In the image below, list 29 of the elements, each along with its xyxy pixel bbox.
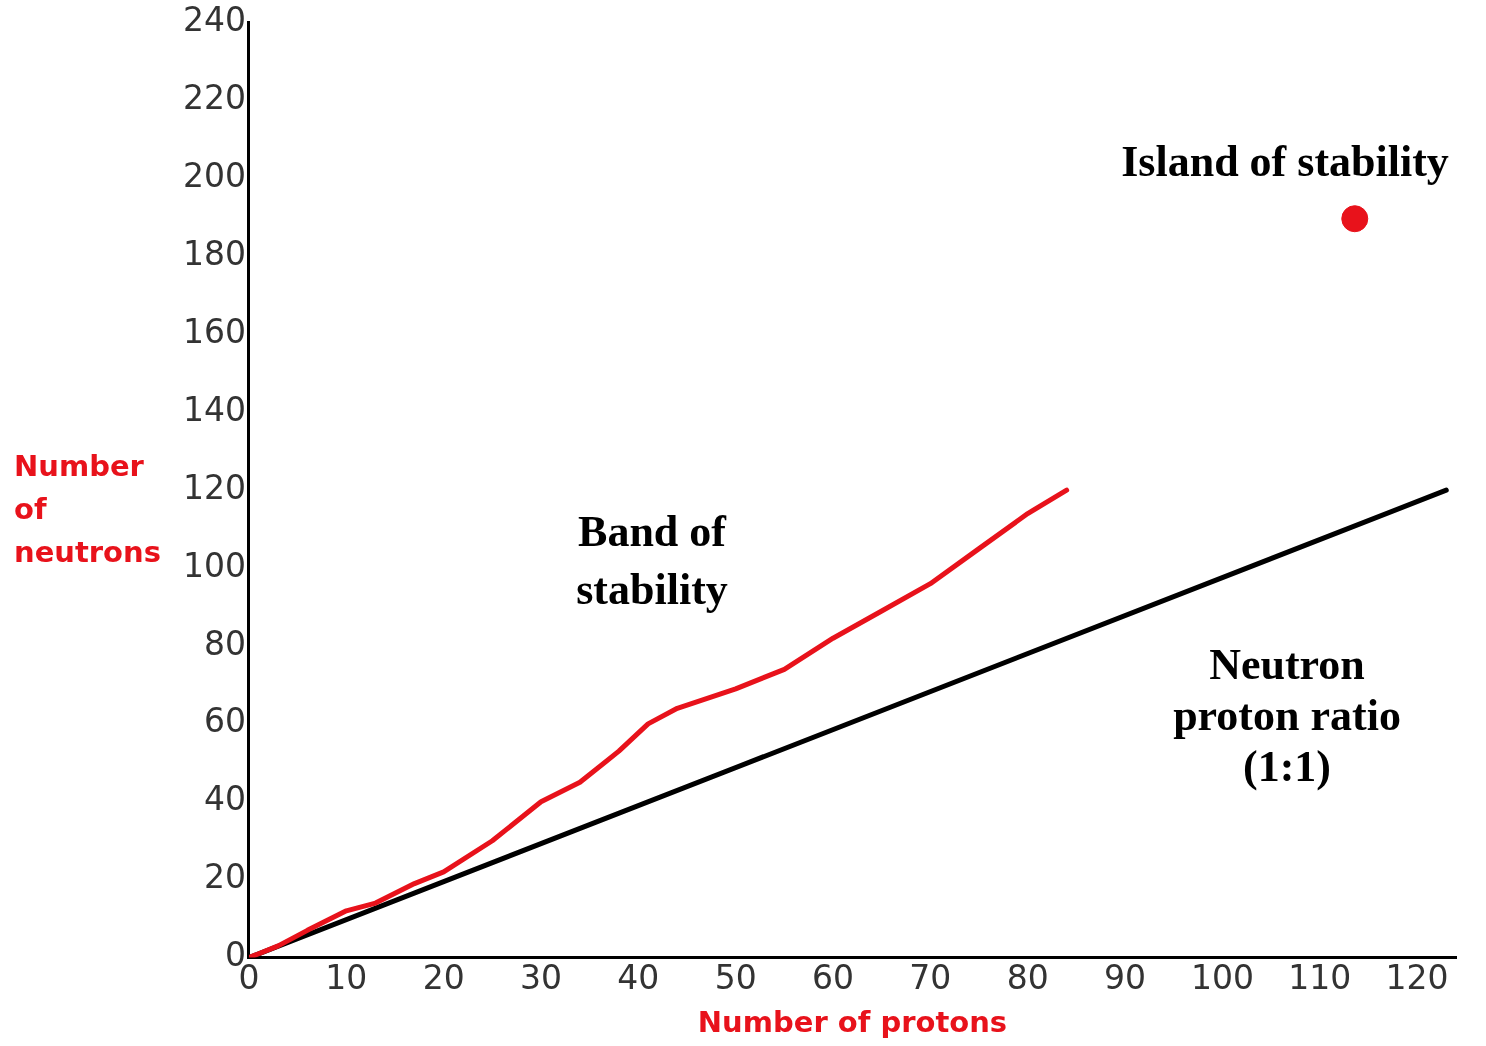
x-tick-label: 120: [1385, 957, 1449, 997]
y-tick-label: 240: [182, 0, 246, 40]
x-tick-label: 30: [520, 957, 563, 997]
annotation: Island of stability: [1121, 137, 1449, 187]
y-tick-label: 140: [182, 389, 246, 429]
x-tick-label: 40: [617, 957, 660, 997]
y-tick-label: 100: [182, 545, 246, 585]
x-tick-label: 70: [909, 957, 952, 997]
x-tick-label: 20: [422, 957, 465, 997]
x-tick-label: 90: [1104, 957, 1147, 997]
x-tick-label: 100: [1190, 957, 1254, 997]
y-tick-label: 20: [203, 857, 246, 897]
x-tick-label: 50: [714, 957, 757, 997]
x-tick-label: 60: [812, 957, 855, 997]
y-tick-label: 40: [203, 779, 246, 819]
x-tick-label: 10: [325, 957, 368, 997]
y-tick-label: 80: [203, 623, 246, 663]
annotation: Band of stability: [576, 507, 728, 615]
x-tick-label: 110: [1288, 957, 1352, 997]
x-axis-title: Number of protons: [697, 1005, 1008, 1040]
y-tick-label: 220: [182, 78, 246, 118]
annotation: Neutron proton ratio (1:1): [1173, 640, 1401, 792]
y-axis-title: Number of neutrons: [14, 448, 162, 571]
y-tick-label: 180: [182, 234, 246, 274]
y-tick-label: 120: [182, 467, 246, 507]
y-tick-label: 160: [182, 311, 246, 351]
y-tick-label: 60: [203, 701, 246, 741]
y-tick-label: 200: [182, 156, 246, 196]
x-tick-label: 80: [1006, 957, 1049, 997]
